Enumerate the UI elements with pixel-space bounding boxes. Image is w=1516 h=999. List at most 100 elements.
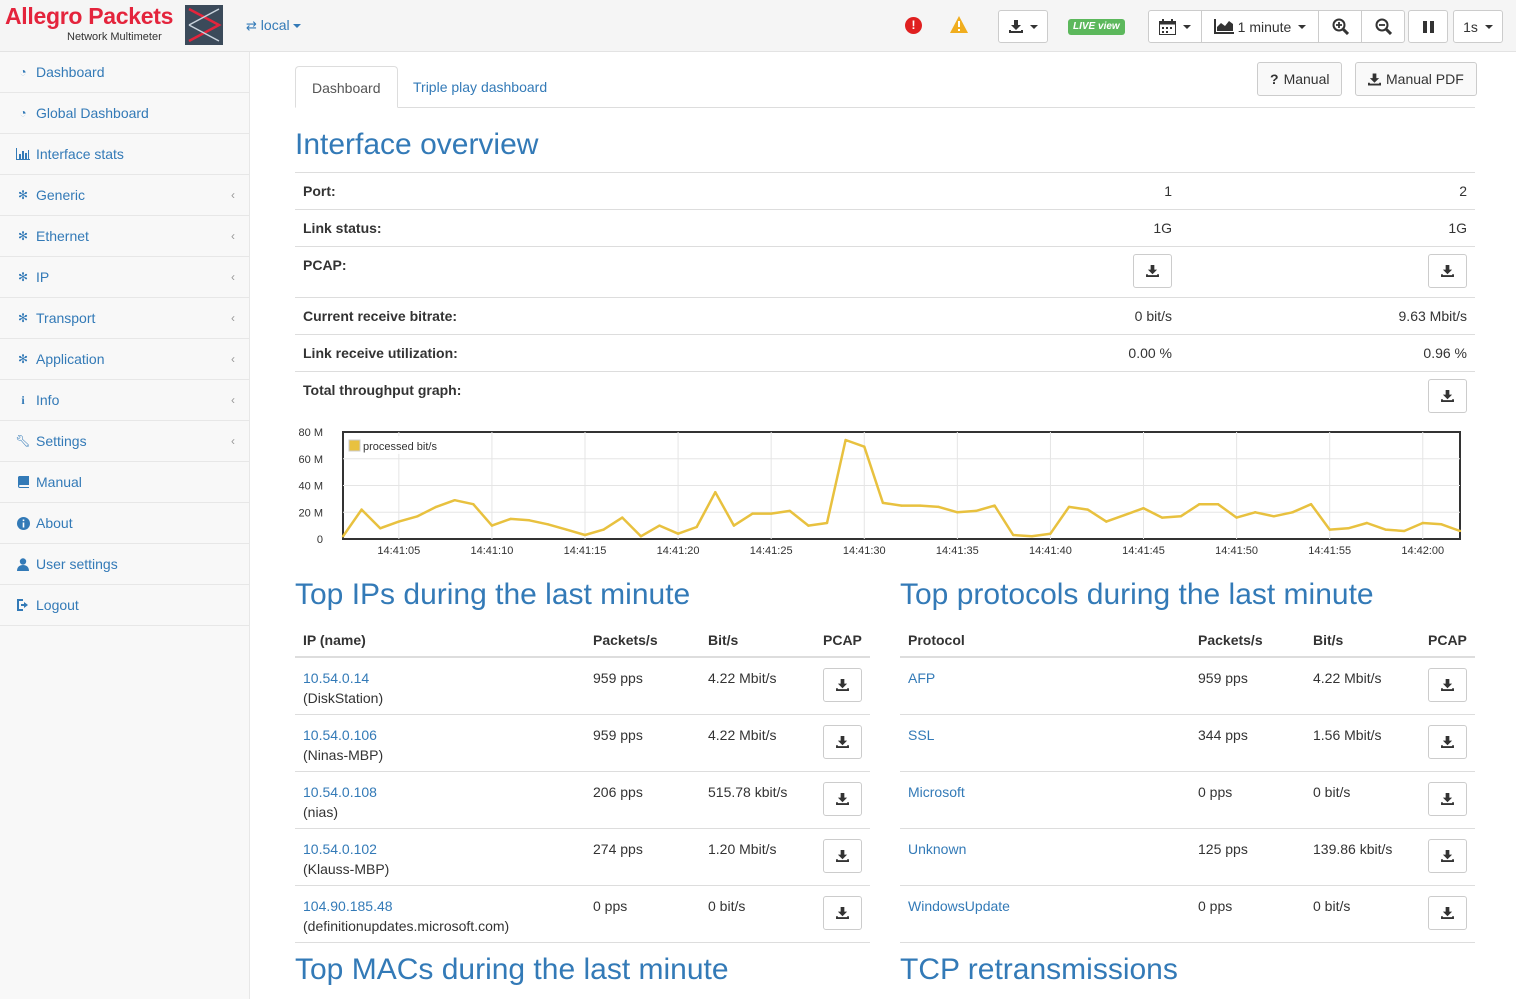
network-selector[interactable]: ⇄ local [246, 17, 301, 34]
data-point [1216, 503, 1220, 506]
sidebar-item-ip[interactable]: ✻ IP ‹ [0, 257, 249, 298]
row-label: Link status: [303, 220, 382, 236]
calendar-button[interactable] [1148, 10, 1202, 43]
column-header[interactable]: Bit/s [708, 632, 739, 648]
sidebar-item-generic[interactable]: ✻ Generic ‹ [0, 175, 249, 216]
data-point [863, 445, 866, 448]
ip-link[interactable]: 10.54.0.14 [303, 670, 370, 686]
pcap-download-button[interactable] [823, 725, 862, 759]
graph-download-button[interactable] [1428, 379, 1467, 413]
caret-down-icon [292, 24, 301, 29]
column-header[interactable]: Packets/s [1198, 632, 1263, 648]
download-icon [1441, 736, 1454, 748]
table-row: SSL 344 pps 1.56 Mbit/s [900, 715, 1475, 772]
sidebar-item-application[interactable]: ✻ Application ‹ [0, 339, 249, 380]
live-view-badge[interactable]: LIVE view [1068, 19, 1125, 35]
column-header[interactable]: Packets/s [593, 632, 658, 648]
pcap-download-button[interactable] [1428, 725, 1467, 759]
data-point [360, 508, 363, 511]
interval-dropdown[interactable]: 1s [1453, 10, 1503, 43]
sidebar-item-interface-stats[interactable]: Interface stats [0, 134, 249, 175]
ip-link[interactable]: 10.54.0.102 [303, 841, 377, 857]
manual-pdf-label: Manual PDF [1386, 71, 1464, 87]
warning-icon[interactable] [949, 15, 969, 34]
x-tick-label: 14:41:20 [657, 545, 700, 557]
ip-cell: 10.54.0.106 (Ninas-MBP) [303, 725, 383, 765]
data-point [1440, 523, 1443, 526]
pcap-download-button[interactable] [823, 839, 862, 873]
pcap-port-2-download-button[interactable] [1428, 254, 1467, 288]
data-point [1235, 516, 1238, 519]
brand[interactable]: Allegro Packets Network Multimeter [0, 0, 250, 52]
data-point [881, 501, 885, 505]
chevron-left-icon: ‹ [231, 352, 235, 366]
pcap-download-button[interactable] [823, 896, 862, 930]
brand-logo-icon [185, 5, 223, 45]
column-header[interactable]: IP (name) [303, 632, 366, 648]
pcap-download-button[interactable] [1428, 896, 1467, 930]
throughput-chart[interactable]: 0 20 M 40 M 60 M 80 M 14:41:05 14:41:10 14:41:1… [295, 422, 1475, 562]
data-point [546, 523, 549, 526]
sidebar-item-transport[interactable]: ✻ Transport ‹ [0, 298, 249, 339]
sidebar-item-info[interactable]: i Info ‹ [0, 380, 249, 421]
protocol-cell: Microsoft [908, 782, 965, 802]
ip-link[interactable]: 10.54.0.108 [303, 784, 377, 800]
manual-pdf-button[interactable]: Manual PDF [1355, 62, 1477, 96]
sidebar-item-dashboard[interactable]: ◔ Dashboard [0, 52, 249, 93]
column-header[interactable]: Bit/s [1313, 632, 1344, 648]
sidebar-item-settings[interactable]: 🔧︎ Settings ‹ [0, 421, 249, 462]
manual-button[interactable]: ? Manual [1257, 62, 1343, 96]
ip-link[interactable]: 10.54.0.106 [303, 727, 377, 743]
data-point [490, 524, 494, 527]
row-label: PCAP: [303, 257, 347, 273]
protocol-link[interactable]: Microsoft [908, 784, 965, 800]
ip-link[interactable]: 104.90.185.48 [303, 898, 393, 914]
gear-icon: ✻ [17, 229, 29, 243]
gear-icon: ✻ [17, 311, 29, 325]
pcap-download-button[interactable] [1428, 839, 1467, 873]
x-tick-label: 14:41:10 [471, 545, 514, 557]
book-icon [16, 475, 30, 489]
data-point [602, 528, 605, 531]
ip-cell: 10.54.0.14 (DiskStation) [303, 668, 383, 708]
download-dropdown-button[interactable] [998, 10, 1048, 43]
tab-dashboard[interactable]: Dashboard [295, 66, 398, 108]
pcap-download-button[interactable] [1428, 782, 1467, 816]
protocol-link[interactable]: SSL [908, 727, 935, 743]
pcap-download-button[interactable] [823, 668, 862, 702]
protocol-cell: Unknown [908, 839, 966, 859]
sidebar-item-about[interactable]: About [0, 503, 249, 544]
data-point [1030, 535, 1034, 538]
ip-cell: 10.54.0.102 (Klauss-MBP) [303, 839, 389, 879]
pcap-download-button[interactable] [823, 782, 862, 816]
error-alert-icon[interactable]: ! [905, 17, 922, 34]
dashboard-icon: ◔ [19, 106, 27, 120]
protocol-cell: SSL [908, 725, 934, 745]
zoom-in-button[interactable] [1318, 10, 1362, 43]
tab-triple-play-dashboard[interactable]: Triple play dashboard [413, 79, 548, 95]
caret-down-icon [1484, 24, 1493, 29]
zoom-out-button[interactable] [1361, 10, 1405, 43]
protocol-link[interactable]: AFP [908, 670, 936, 686]
protocol-link[interactable]: Unknown [908, 841, 967, 857]
sidebar-item-global-dashboard[interactable]: ◔ Global Dashboard [0, 93, 249, 134]
download-icon [836, 736, 849, 748]
sidebar-item-logout[interactable]: Logout [0, 585, 249, 626]
util-1-value: 0.00 % [1128, 345, 1172, 361]
pcap-port-1-download-button[interactable] [1133, 254, 1172, 288]
pcap-download-button[interactable] [1428, 668, 1467, 702]
host-name: (nias) [303, 804, 339, 820]
column-header[interactable]: Protocol [908, 632, 965, 648]
sidebar-item-ethernet[interactable]: ✻ Ethernet ‹ [0, 216, 249, 257]
protocol-link[interactable]: WindowsUpdate [908, 898, 1010, 914]
shuffle-icon: ⇄ [246, 18, 257, 33]
sidebar-item-manual[interactable]: Manual [0, 462, 249, 503]
data-point [1105, 520, 1108, 523]
pause-button[interactable] [1408, 10, 1448, 43]
time-range-dropdown[interactable]: 1 minute [1201, 10, 1319, 43]
top-protocols-title: Top protocols during the last minute [900, 578, 1374, 611]
row-label: Link receive utilization: [303, 345, 458, 361]
sidebar-item-user-settings[interactable]: User settings [0, 544, 249, 585]
data-point [714, 490, 717, 494]
table-row: 104.90.185.48 (definitionupdates.microsof… [295, 886, 870, 943]
